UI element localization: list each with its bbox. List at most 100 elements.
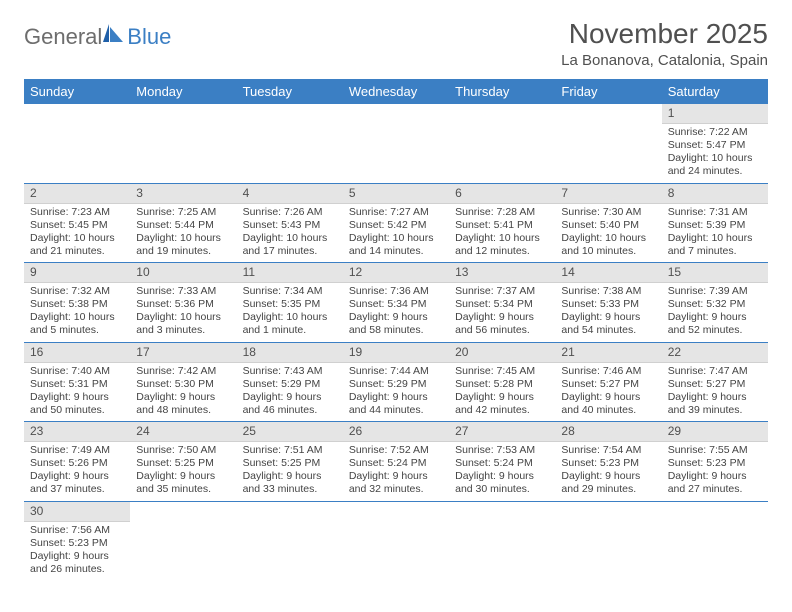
day-number: 17 [130,343,236,363]
sunrise-text: Sunrise: 7:47 AM [668,365,762,378]
daylight-text: Daylight: 10 hours and 19 minutes. [136,232,230,258]
day-content: Sunrise: 7:23 AMSunset: 5:45 PMDaylight:… [24,204,130,263]
sunset-text: Sunset: 5:25 PM [243,457,337,470]
day-number: 6 [449,184,555,204]
calendar-cell: 17Sunrise: 7:42 AMSunset: 5:30 PMDayligh… [130,342,236,422]
day-content: Sunrise: 7:50 AMSunset: 5:25 PMDaylight:… [130,442,236,501]
sunset-text: Sunset: 5:32 PM [668,298,762,311]
day-header: Thursday [449,79,555,104]
daylight-text: Daylight: 9 hours and 29 minutes. [561,470,655,496]
day-content: Sunrise: 7:36 AMSunset: 5:34 PMDaylight:… [343,283,449,342]
day-number: 24 [130,422,236,442]
calendar-cell: 24Sunrise: 7:50 AMSunset: 5:25 PMDayligh… [130,422,236,502]
day-content: Sunrise: 7:45 AMSunset: 5:28 PMDaylight:… [449,363,555,422]
day-content: Sunrise: 7:39 AMSunset: 5:32 PMDaylight:… [662,283,768,342]
daylight-text: Daylight: 9 hours and 58 minutes. [349,311,443,337]
day-content: Sunrise: 7:56 AMSunset: 5:23 PMDaylight:… [24,522,130,581]
day-content: Sunrise: 7:31 AMSunset: 5:39 PMDaylight:… [662,204,768,263]
sunset-text: Sunset: 5:24 PM [349,457,443,470]
day-header: Sunday [24,79,130,104]
calendar-cell: 14Sunrise: 7:38 AMSunset: 5:33 PMDayligh… [555,263,661,343]
daylight-text: Daylight: 9 hours and 30 minutes. [455,470,549,496]
calendar-cell: 27Sunrise: 7:53 AMSunset: 5:24 PMDayligh… [449,422,555,502]
daylight-text: Daylight: 10 hours and 7 minutes. [668,232,762,258]
sunset-text: Sunset: 5:23 PM [668,457,762,470]
day-number: 28 [555,422,661,442]
day-content: Sunrise: 7:46 AMSunset: 5:27 PMDaylight:… [555,363,661,422]
calendar-week-row: 16Sunrise: 7:40 AMSunset: 5:31 PMDayligh… [24,342,768,422]
day-header: Tuesday [237,79,343,104]
sunset-text: Sunset: 5:47 PM [668,139,762,152]
calendar-week-row: 30Sunrise: 7:56 AMSunset: 5:23 PMDayligh… [24,501,768,580]
daylight-text: Daylight: 9 hours and 27 minutes. [668,470,762,496]
sunrise-text: Sunrise: 7:56 AM [30,524,124,537]
sunrise-text: Sunrise: 7:49 AM [30,444,124,457]
calendar-cell [449,104,555,183]
daylight-text: Daylight: 9 hours and 54 minutes. [561,311,655,337]
sunrise-text: Sunrise: 7:26 AM [243,206,337,219]
sunrise-text: Sunrise: 7:54 AM [561,444,655,457]
day-content: Sunrise: 7:43 AMSunset: 5:29 PMDaylight:… [237,363,343,422]
day-content: Sunrise: 7:55 AMSunset: 5:23 PMDaylight:… [662,442,768,501]
day-content: Sunrise: 7:27 AMSunset: 5:42 PMDaylight:… [343,204,449,263]
sunrise-text: Sunrise: 7:38 AM [561,285,655,298]
day-content: Sunrise: 7:30 AMSunset: 5:40 PMDaylight:… [555,204,661,263]
calendar-week-row: 2Sunrise: 7:23 AMSunset: 5:45 PMDaylight… [24,183,768,263]
day-number: 7 [555,184,661,204]
calendar-cell: 3Sunrise: 7:25 AMSunset: 5:44 PMDaylight… [130,183,236,263]
daylight-text: Daylight: 10 hours and 21 minutes. [30,232,124,258]
calendar-cell: 22Sunrise: 7:47 AMSunset: 5:27 PMDayligh… [662,342,768,422]
calendar-cell: 25Sunrise: 7:51 AMSunset: 5:25 PMDayligh… [237,422,343,502]
calendar-cell [555,501,661,580]
day-content: Sunrise: 7:34 AMSunset: 5:35 PMDaylight:… [237,283,343,342]
calendar-cell: 30Sunrise: 7:56 AMSunset: 5:23 PMDayligh… [24,501,130,580]
day-number: 3 [130,184,236,204]
daylight-text: Daylight: 9 hours and 42 minutes. [455,391,549,417]
day-content: Sunrise: 7:51 AMSunset: 5:25 PMDaylight:… [237,442,343,501]
daylight-text: Daylight: 10 hours and 3 minutes. [136,311,230,337]
day-number: 23 [24,422,130,442]
daylight-text: Daylight: 9 hours and 52 minutes. [668,311,762,337]
calendar-cell [662,501,768,580]
day-content: Sunrise: 7:40 AMSunset: 5:31 PMDaylight:… [24,363,130,422]
calendar-cell: 4Sunrise: 7:26 AMSunset: 5:43 PMDaylight… [237,183,343,263]
daylight-text: Daylight: 9 hours and 44 minutes. [349,391,443,417]
brand-logo: General Blue [24,18,171,50]
sunrise-text: Sunrise: 7:25 AM [136,206,230,219]
day-number: 4 [237,184,343,204]
daylight-text: Daylight: 9 hours and 56 minutes. [455,311,549,337]
day-number: 22 [662,343,768,363]
sunset-text: Sunset: 5:26 PM [30,457,124,470]
calendar-cell: 19Sunrise: 7:44 AMSunset: 5:29 PMDayligh… [343,342,449,422]
sunrise-text: Sunrise: 7:53 AM [455,444,549,457]
day-number: 14 [555,263,661,283]
daylight-text: Daylight: 9 hours and 48 minutes. [136,391,230,417]
day-content: Sunrise: 7:25 AMSunset: 5:44 PMDaylight:… [130,204,236,263]
sunset-text: Sunset: 5:36 PM [136,298,230,311]
day-number: 19 [343,343,449,363]
sunset-text: Sunset: 5:31 PM [30,378,124,391]
brand-text-general: General [24,24,102,50]
calendar-cell [130,501,236,580]
sunset-text: Sunset: 5:28 PM [455,378,549,391]
day-content: Sunrise: 7:52 AMSunset: 5:24 PMDaylight:… [343,442,449,501]
header: General Blue November 2025 La Bonanova, … [24,18,768,69]
sunrise-text: Sunrise: 7:36 AM [349,285,443,298]
day-content: Sunrise: 7:53 AMSunset: 5:24 PMDaylight:… [449,442,555,501]
sunset-text: Sunset: 5:27 PM [668,378,762,391]
daylight-text: Daylight: 9 hours and 32 minutes. [349,470,443,496]
calendar-cell: 20Sunrise: 7:45 AMSunset: 5:28 PMDayligh… [449,342,555,422]
calendar-cell: 11Sunrise: 7:34 AMSunset: 5:35 PMDayligh… [237,263,343,343]
sunrise-text: Sunrise: 7:39 AM [668,285,762,298]
daylight-text: Daylight: 10 hours and 10 minutes. [561,232,655,258]
day-header: Friday [555,79,661,104]
calendar-cell: 7Sunrise: 7:30 AMSunset: 5:40 PMDaylight… [555,183,661,263]
calendar-cell [449,501,555,580]
sunrise-text: Sunrise: 7:30 AM [561,206,655,219]
day-content: Sunrise: 7:47 AMSunset: 5:27 PMDaylight:… [662,363,768,422]
day-number: 11 [237,263,343,283]
sunrise-text: Sunrise: 7:32 AM [30,285,124,298]
calendar-cell: 16Sunrise: 7:40 AMSunset: 5:31 PMDayligh… [24,342,130,422]
calendar-cell: 29Sunrise: 7:55 AMSunset: 5:23 PMDayligh… [662,422,768,502]
sunrise-text: Sunrise: 7:50 AM [136,444,230,457]
